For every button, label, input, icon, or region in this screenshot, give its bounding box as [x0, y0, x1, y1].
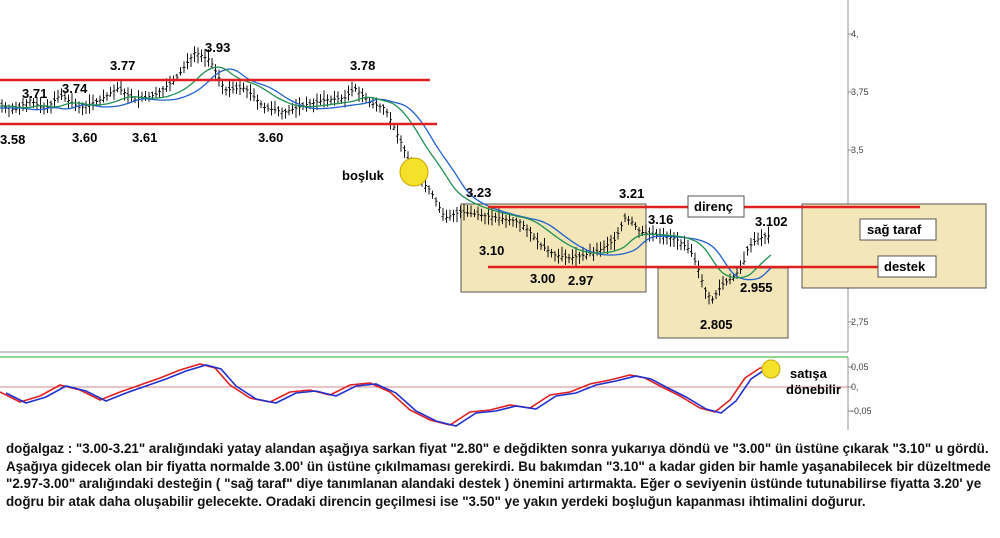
price-label: 2.955: [740, 280, 773, 295]
price-axis-tick-label: 4,: [851, 29, 859, 39]
support-label: destek: [884, 259, 926, 274]
price-axis-tick-label: 2,75: [851, 317, 869, 327]
sell-signal-label-line1: satışa: [790, 366, 828, 381]
price-label: 3.71: [22, 86, 47, 101]
price-label: 3.10: [479, 243, 504, 258]
price-axis-tick-label: 3,75: [851, 87, 869, 97]
chart-area: 4,3,753,53,2532,75 0,050,-0,05 boşluk di…: [0, 0, 987, 430]
price-axis-tick-label: 3,5: [851, 145, 864, 155]
right-side-label: sağ taraf: [867, 222, 922, 237]
price-label: 3.61: [132, 130, 157, 145]
candlestick-series: [0, 46, 770, 305]
sell-signal-label-line2: dönebilir: [786, 382, 841, 397]
price-label: 3.102: [755, 214, 788, 229]
price-label: 3.16: [648, 212, 673, 227]
gap-marker: [399, 157, 429, 187]
price-label: 3.60: [72, 130, 97, 145]
moving-average-slow: [0, 68, 772, 281]
price-label: 3.78: [350, 58, 375, 73]
oscillator-axis-tick-label: 0,: [851, 382, 859, 392]
oscillator-axis-tick-label: -0,05: [851, 406, 872, 416]
oscillator-axis-tick-label: 0,05: [851, 362, 869, 372]
resistance-label: direnç: [694, 199, 733, 214]
price-label: 3.00: [530, 271, 555, 286]
price-label: 3.23: [466, 185, 491, 200]
oscillator-line-red: [0, 363, 771, 426]
commentary-text: doğalgaz : "3.00-3.21" aralığındaki yata…: [6, 441, 991, 509]
sell-signal-marker: [761, 359, 781, 379]
price-label: 2.805: [700, 317, 733, 332]
price-label: 3.60: [258, 130, 283, 145]
price-label: 3.74: [62, 81, 88, 96]
price-label: 2.97: [568, 273, 593, 288]
price-label: 3.77: [110, 58, 135, 73]
price-label: 3.21: [619, 186, 644, 201]
price-label: 3.58: [0, 132, 25, 147]
moving-average-fast: [0, 66, 772, 279]
gap-label: boşluk: [342, 168, 385, 183]
oscillator-line-blue: [5, 364, 777, 427]
price-label: 3.93: [205, 40, 230, 55]
